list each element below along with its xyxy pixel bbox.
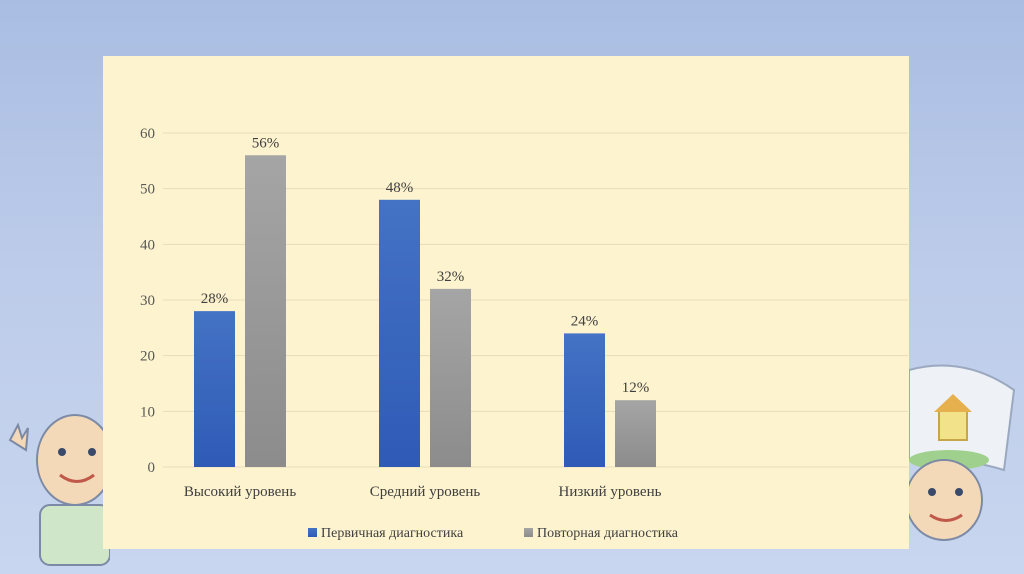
- category-label: Низкий уровень: [559, 484, 662, 500]
- bar: [564, 333, 605, 467]
- data-label: 32%: [437, 269, 465, 285]
- bars: [194, 155, 656, 468]
- bar-chart: 0 10 20 30 40 50 60 28% 56% 48% 32% 24% 12% Высокий…: [140, 126, 908, 541]
- category-label: Средний уровень: [370, 484, 481, 500]
- y-axis-ticks: 0 10 20 30 40 50 60: [140, 126, 155, 476]
- data-labels: 28% 56% 48% 32% 24% 12%: [201, 135, 650, 396]
- bar: [615, 400, 656, 467]
- right-cartoon-decoration: [905, 364, 1016, 541]
- y-tick-label: 40: [140, 237, 155, 253]
- chart-panel: 0 10 20 30 40 50 60 28% 56% 48% 32% 24% 12% Высокий…: [103, 56, 909, 549]
- y-tick-label: 30: [140, 293, 155, 309]
- legend: Первичная диагностика Повторная диагности…: [308, 526, 679, 541]
- data-label: 56%: [252, 135, 280, 151]
- y-tick-label: 20: [140, 349, 155, 365]
- data-label: 24%: [571, 313, 599, 329]
- bar: [194, 311, 235, 467]
- y-tick-label: 50: [140, 182, 155, 198]
- y-tick-label: 60: [140, 126, 155, 142]
- data-label: 28%: [201, 291, 229, 307]
- y-tick-label: 10: [140, 404, 155, 420]
- data-label: 12%: [622, 380, 650, 396]
- bar: [430, 288, 471, 467]
- left-cartoon-decoration: [8, 414, 110, 566]
- legend-label: Первичная диагностика: [321, 526, 464, 541]
- legend-swatch: [308, 528, 317, 537]
- legend-swatch: [524, 528, 533, 537]
- gridlines: [163, 132, 908, 468]
- data-label: 48%: [386, 180, 414, 196]
- bar: [379, 199, 420, 468]
- y-tick-label: 0: [148, 460, 156, 476]
- category-labels: Высокий уровень Средний уровень Низкий уро…: [184, 484, 662, 500]
- legend-label: Повторная диагностика: [537, 526, 679, 541]
- bar: [245, 155, 286, 467]
- category-label: Высокий уровень: [184, 484, 297, 500]
